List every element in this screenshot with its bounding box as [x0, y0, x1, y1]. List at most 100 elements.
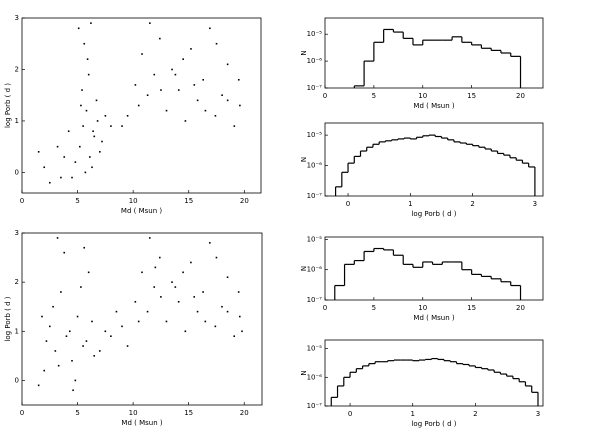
scatter-point	[226, 63, 229, 66]
scatter-point	[45, 340, 48, 342]
plot-frame	[324, 17, 544, 89]
scatter-point	[171, 281, 173, 283]
scatter-point	[110, 125, 112, 127]
x-tick-label: 5	[372, 92, 376, 100]
scatter-point	[41, 315, 43, 318]
y-tick-label: 3	[15, 14, 19, 22]
x-tick-label: 20	[516, 304, 525, 312]
scatter-point	[221, 94, 223, 97]
scatter-point	[48, 325, 51, 328]
scatter-point	[68, 330, 71, 333]
y-tick-label: 1	[15, 327, 19, 335]
scatter-point	[83, 42, 86, 45]
y-axis-label: log Porb ( d )	[4, 83, 12, 128]
scatter-point	[190, 261, 192, 264]
y-tick-label: 10⁻⁷	[307, 192, 323, 200]
scatter-point	[233, 335, 236, 337]
scatter-point	[104, 114, 107, 117]
scatter-point	[67, 130, 70, 133]
y-axis-label: log Porb ( d )	[4, 296, 12, 341]
scatter-point	[193, 296, 196, 298]
x-tick-label: 5	[372, 304, 376, 312]
x-tick-label: 0	[348, 410, 352, 418]
x-tick-label: 10	[418, 304, 427, 312]
scatter-point	[241, 330, 243, 333]
scatter-point	[60, 291, 62, 293]
y-tick-label: 10⁻⁶	[307, 266, 323, 274]
scatter-point	[134, 84, 137, 86]
scatter-point	[101, 140, 103, 143]
scatter-point	[81, 89, 83, 91]
scatter-point	[146, 94, 149, 97]
scatter-point	[82, 125, 84, 127]
scatter-point	[215, 256, 218, 259]
y-axis-label: N	[300, 370, 308, 375]
y-axis-label: N	[300, 266, 308, 271]
scatter-point	[237, 291, 240, 293]
scatter-point	[72, 389, 74, 392]
scatter-point	[91, 320, 93, 323]
scatter-point	[209, 27, 211, 30]
y-tick-label: 10⁻⁵	[307, 345, 323, 353]
scatter-point	[146, 310, 149, 313]
scatter-point	[204, 109, 207, 112]
x-axis-label: Md ( Msun )	[413, 314, 454, 322]
scatter-point	[56, 145, 59, 148]
scatter-point	[226, 276, 229, 279]
x-tick-label: 2	[473, 410, 477, 418]
scatter-point	[92, 130, 94, 133]
x-tick-label: 0	[20, 409, 24, 417]
scatter-point	[226, 310, 229, 313]
x-tick-label: 0	[323, 92, 327, 100]
scatter-point	[214, 114, 217, 117]
y-tick-label: 0	[15, 168, 19, 176]
x-axis-label: Md ( Msun )	[121, 419, 162, 427]
scatter-point	[158, 256, 161, 259]
scatter-point	[196, 310, 199, 313]
scatter-point	[65, 335, 68, 337]
scatter-point	[171, 68, 173, 71]
scatter-point	[208, 242, 211, 244]
scatter-point	[141, 53, 143, 55]
x-axis-label: Md ( Msun )	[121, 207, 162, 215]
x-tick-label: 5	[75, 197, 79, 205]
scatter-point	[63, 251, 66, 254]
scatter-point	[93, 135, 96, 138]
scatter-point	[63, 156, 66, 158]
y-tick-label: 3	[15, 229, 19, 237]
scatter-point	[226, 99, 229, 102]
scatter-point	[85, 109, 88, 112]
plot-frame	[21, 17, 262, 194]
scatter-point	[177, 89, 180, 91]
scatter-point	[202, 291, 204, 293]
scatter-point	[104, 330, 107, 333]
x-tick-label: 0	[323, 304, 327, 312]
scatter-point	[96, 120, 99, 122]
scatter-point	[86, 58, 89, 60]
x-tick-label: 0	[20, 197, 24, 205]
scatter-point	[204, 320, 207, 323]
x-tick-label: 20	[240, 409, 249, 417]
y-tick-label: 10⁻⁷	[307, 402, 323, 410]
plot-frame	[21, 232, 263, 406]
scatter-point	[52, 305, 54, 308]
scatter-point	[160, 89, 162, 91]
scatter-point	[54, 350, 57, 352]
scatter-point	[134, 301, 137, 303]
scatter-point	[159, 37, 161, 40]
y-tick-label: 10⁻⁷	[307, 296, 323, 304]
scatter-point	[37, 384, 40, 387]
scatter-point	[37, 151, 40, 153]
scatter-point	[91, 166, 93, 169]
x-tick-label: 5	[75, 409, 79, 417]
scatter-point	[141, 271, 143, 274]
y-axis-label: N	[300, 157, 308, 162]
x-tick-label: 15	[184, 409, 193, 417]
scatter-point	[99, 151, 101, 153]
y-tick-label: 2	[15, 278, 19, 286]
scatter-point	[165, 320, 168, 323]
y-tick-label: 10⁻⁵	[307, 235, 323, 243]
scatter-point	[233, 125, 236, 127]
scatter-point	[160, 296, 162, 298]
scatter-point	[174, 286, 177, 288]
